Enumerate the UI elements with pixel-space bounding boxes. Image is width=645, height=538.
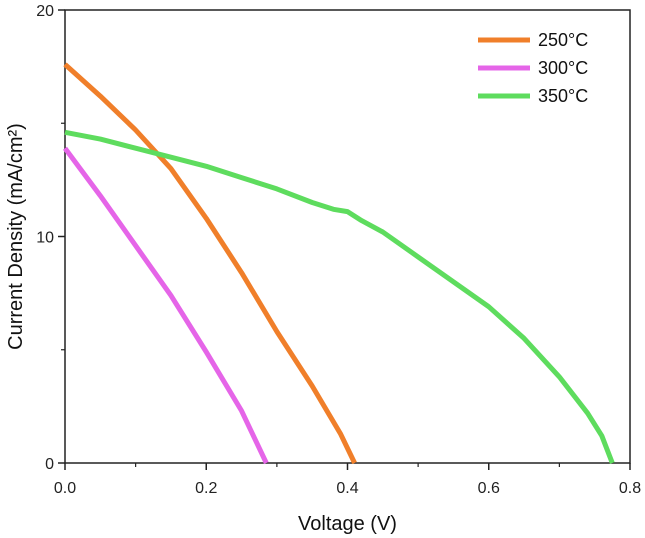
y-tick-label: 0 [45, 456, 54, 473]
series-line-1 [62, 146, 269, 465]
ticks-layer: 0.0 0.2 0.4 0.6 0.8 0 10 20 [36, 3, 641, 497]
legend: 250°C 300°C 350°C [478, 30, 588, 106]
x-tick-label: 0.8 [619, 480, 641, 497]
series-line-0 [63, 62, 357, 465]
x-axis-title: Voltage (V) [298, 513, 397, 535]
legend-label-350c: 350°C [538, 86, 588, 106]
legend-item-350c: 350°C [478, 86, 588, 106]
legend-label-300c: 300°C [538, 58, 588, 78]
legend-item-250c: 250°C [478, 30, 588, 50]
legend-item-300c: 300°C [478, 58, 588, 78]
series-line-2 [64, 129, 615, 464]
x-tick-label: 0.4 [336, 480, 358, 497]
y-axis-title: Current Density (mA/cm²) [5, 123, 27, 350]
x-tick-label: 0.6 [478, 480, 500, 497]
x-tick-label: 0.0 [54, 480, 76, 497]
x-tick-label: 0.2 [195, 480, 217, 497]
y-tick-label: 10 [36, 230, 54, 247]
series-layer [62, 62, 615, 465]
legend-label-250c: 250°C [538, 30, 588, 50]
plot-area: 0.0 0.2 0.4 0.6 0.8 0 10 20 [36, 3, 641, 497]
y-tick-label: 20 [36, 3, 54, 20]
